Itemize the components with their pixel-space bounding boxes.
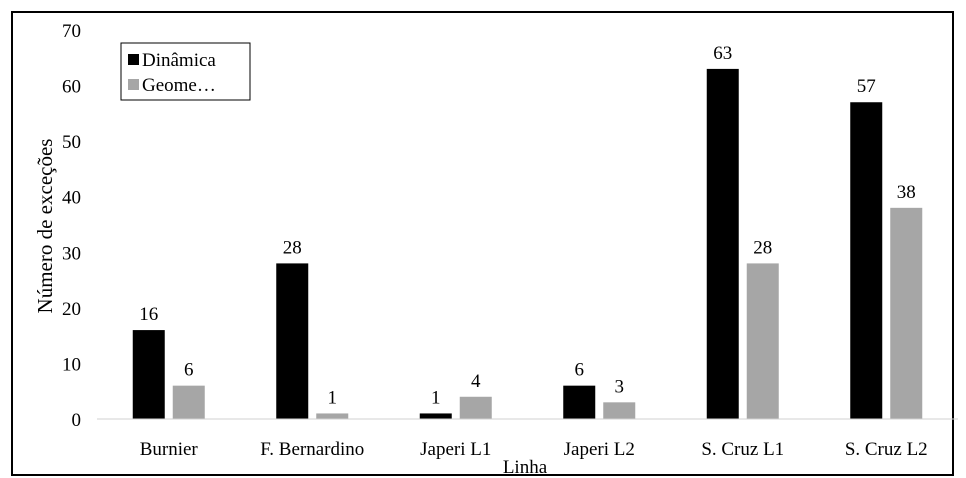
x-tick-label: Burnier xyxy=(140,439,199,460)
x-tick-label: S. Cruz L1 xyxy=(701,439,784,460)
chart-frame xyxy=(11,11,954,476)
legend-label: Geome… xyxy=(142,75,216,96)
bar xyxy=(850,102,883,419)
data-label: 28 xyxy=(753,237,772,258)
data-label: 57 xyxy=(857,76,876,97)
x-axis-title: Linha xyxy=(503,457,548,478)
x-tick-label: F. Bernardino xyxy=(260,439,364,460)
bar xyxy=(419,413,452,419)
bar-group: 16 6 xyxy=(132,304,205,419)
data-label: 63 xyxy=(713,43,732,64)
x-tick-label: Japeri L1 xyxy=(420,439,491,460)
bar xyxy=(459,396,492,419)
y-tick-label: 50 xyxy=(62,132,81,153)
bar xyxy=(746,263,779,419)
bar xyxy=(563,385,596,419)
bar xyxy=(706,68,739,420)
y-tick-label: 20 xyxy=(62,299,81,320)
data-label: 3 xyxy=(615,376,625,397)
bar xyxy=(890,207,923,419)
bar-group: 28 1 xyxy=(276,237,349,419)
bar-group: 57 38 xyxy=(850,76,923,419)
data-label: 4 xyxy=(471,371,481,392)
legend-swatch xyxy=(128,79,139,90)
y-tick-label: 30 xyxy=(62,243,81,264)
y-tick-label: 0 xyxy=(72,410,82,431)
data-label: 28 xyxy=(283,237,302,258)
y-tick-label: 60 xyxy=(62,77,81,98)
y-axis: 0 10 20 30 40 50 60 70 xyxy=(62,21,81,431)
y-tick-label: 10 xyxy=(62,354,81,375)
data-label: 6 xyxy=(575,360,585,381)
data-label: 1 xyxy=(328,387,338,408)
x-tick-label: Japeri L2 xyxy=(564,439,635,460)
bar xyxy=(603,402,636,419)
bar-group: 63 28 xyxy=(706,43,779,420)
y-tick-label: 70 xyxy=(62,21,81,42)
data-label: 1 xyxy=(431,387,441,408)
legend: Dinâmica Geome… xyxy=(120,42,251,101)
data-label: 16 xyxy=(139,304,158,325)
bar-group: 14 xyxy=(419,371,492,419)
legend-box xyxy=(120,42,251,101)
legend-label: Dinâmica xyxy=(142,50,216,71)
y-tick-label: 40 xyxy=(62,188,81,209)
legend-swatch xyxy=(128,54,139,65)
bar-group: 63 xyxy=(563,360,636,419)
bar xyxy=(316,413,349,419)
x-tick-label: S. Cruz L2 xyxy=(845,439,928,460)
y-axis-title: Número de exceções xyxy=(33,139,57,314)
data-label: 6 xyxy=(184,360,194,381)
bar xyxy=(172,385,205,419)
bar xyxy=(132,330,165,419)
bar xyxy=(276,263,309,419)
x-axis: Burnier F. Bernardino Japeri L1 Japeri L2 S.… xyxy=(97,418,958,460)
data-label: 38 xyxy=(897,182,916,203)
